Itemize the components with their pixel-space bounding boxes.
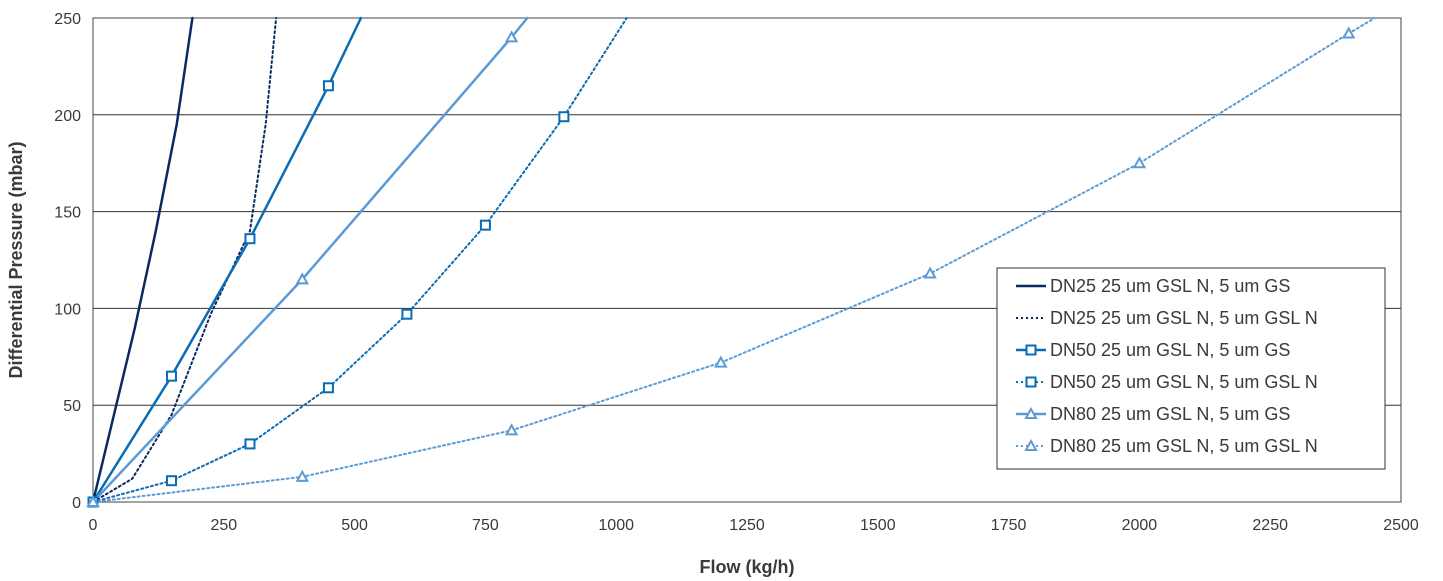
data-point-marker (244, 438, 256, 450)
series-line-0 (91, 16, 194, 504)
legend-item: DN25 25 um GSL N, 5 um GS (1016, 276, 1290, 296)
x-tick-label: 0 (89, 517, 98, 534)
data-point-marker (86, 494, 100, 507)
y-tick-label: 0 (72, 495, 81, 512)
data-point-marker (322, 80, 334, 92)
data-point-marker (244, 233, 256, 245)
data-point-marker (295, 272, 309, 285)
data-point-marker (165, 475, 177, 487)
y-tick-label: 50 (63, 398, 81, 415)
data-point-marker (504, 423, 519, 436)
y-tick-label: 150 (54, 205, 81, 222)
y-tick-labels: 0 50 100 150 200 250 (54, 11, 81, 512)
x-tick-label: 1000 (598, 517, 634, 534)
data-point-marker (923, 266, 937, 279)
x-axis-title: Flow (kg/h) (700, 557, 795, 577)
legend-item: DN80 25 um GSL N, 5 um GSL N (1016, 436, 1318, 456)
data-point-marker (322, 382, 334, 394)
y-tick-label: 200 (54, 108, 81, 125)
x-tick-label: 750 (472, 517, 499, 534)
series-markers (86, 26, 1356, 508)
legend-label: DN50 25 um GSL N, 5 um GS (1050, 340, 1290, 360)
legend-item: DN50 25 um GSL N, 5 um GS (1016, 340, 1290, 360)
x-tick-label: 2500 (1383, 517, 1419, 534)
legend-label: DN25 25 um GSL N, 5 um GS (1050, 276, 1290, 296)
series-line-3 (92, 17, 628, 503)
plot-area (92, 17, 1402, 503)
legend-box (996, 267, 1386, 470)
legend-label: DN25 25 um GSL N, 5 um GSL N (1050, 308, 1318, 328)
data-point-marker (165, 370, 177, 382)
x-tick-label: 2250 (1252, 517, 1288, 534)
legend-marker (1025, 344, 1037, 356)
series-line-2 (91, 16, 363, 504)
legend-label: DN80 25 um GSL N, 5 um GSL N (1050, 436, 1318, 456)
data-point-marker (1341, 26, 1356, 39)
legend-label: DN80 25 um GSL N, 5 um GS (1050, 404, 1290, 424)
series-line-5 (92, 17, 1376, 503)
x-tick-label: 1500 (860, 517, 896, 534)
series-line-1 (92, 17, 278, 503)
series-line-4 (91, 16, 529, 504)
data-point-marker (295, 469, 309, 482)
legend: DN25 25 um GSL N, 5 um GS DN25 25 um GSL … (996, 267, 1386, 470)
data-point-marker (479, 219, 491, 231)
x-tick-label: 1250 (729, 517, 765, 534)
y-tick-label: 250 (54, 11, 81, 28)
legend-marker (1025, 376, 1037, 388)
x-tick-label: 500 (341, 517, 368, 534)
legend-marker (1024, 438, 1038, 451)
data-point-marker (714, 355, 728, 368)
legend-label: DN50 25 um GSL N, 5 um GSL N (1050, 372, 1318, 392)
data-point-marker (1132, 156, 1147, 169)
data-point-marker (401, 308, 413, 320)
y-tick-label: 100 (54, 301, 81, 318)
x-tick-label: 1750 (991, 517, 1027, 534)
y-axis-title: Differential Pressure (mbar) (6, 141, 26, 378)
legend-item: DN25 25 um GSL N, 5 um GSL N (1016, 308, 1318, 328)
legend-item: DN80 25 um GSL N, 5 um GS (1016, 404, 1290, 424)
data-point-marker (558, 111, 570, 123)
x-tick-label: 250 (210, 517, 237, 534)
legend-marker (1024, 406, 1038, 419)
series-lines (91, 16, 1376, 504)
x-tick-labels: 0 250 500 750 1000 1250 1500 1750 2000 2250 2500 (89, 517, 1419, 534)
legend-item: DN50 25 um GSL N, 5 um GSL N (1016, 372, 1318, 392)
data-point-marker (504, 30, 519, 43)
x-tick-label: 2000 (1122, 517, 1158, 534)
